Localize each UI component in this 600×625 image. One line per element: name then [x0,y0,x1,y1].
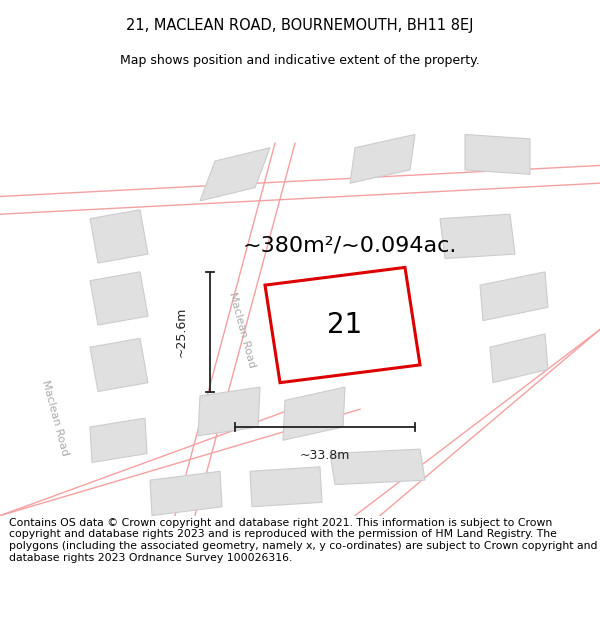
Polygon shape [480,272,548,321]
Text: Contains OS data © Crown copyright and database right 2021. This information is : Contains OS data © Crown copyright and d… [9,518,598,562]
Text: Map shows position and indicative extent of the property.: Map shows position and indicative extent… [120,54,480,67]
Polygon shape [90,418,147,462]
Polygon shape [465,134,530,174]
Polygon shape [265,268,420,382]
Polygon shape [490,334,548,382]
Text: ~25.6m: ~25.6m [175,307,188,358]
Polygon shape [250,467,322,507]
Polygon shape [440,214,515,259]
Polygon shape [350,134,415,183]
Text: ~380m²/~0.094ac.: ~380m²/~0.094ac. [243,235,457,255]
Polygon shape [198,387,260,436]
Polygon shape [90,272,148,325]
Text: Maclean Road: Maclean Road [227,291,257,369]
Polygon shape [200,148,270,201]
Text: 21, MACLEAN ROAD, BOURNEMOUTH, BH11 8EJ: 21, MACLEAN ROAD, BOURNEMOUTH, BH11 8EJ [126,18,474,33]
Text: ~33.8m: ~33.8m [300,449,350,462]
Polygon shape [330,449,425,484]
Text: 21: 21 [328,311,362,339]
Text: Maclean Road: Maclean Road [40,379,70,457]
Polygon shape [150,471,222,516]
Polygon shape [90,338,148,391]
Polygon shape [90,210,148,263]
Polygon shape [283,387,345,440]
